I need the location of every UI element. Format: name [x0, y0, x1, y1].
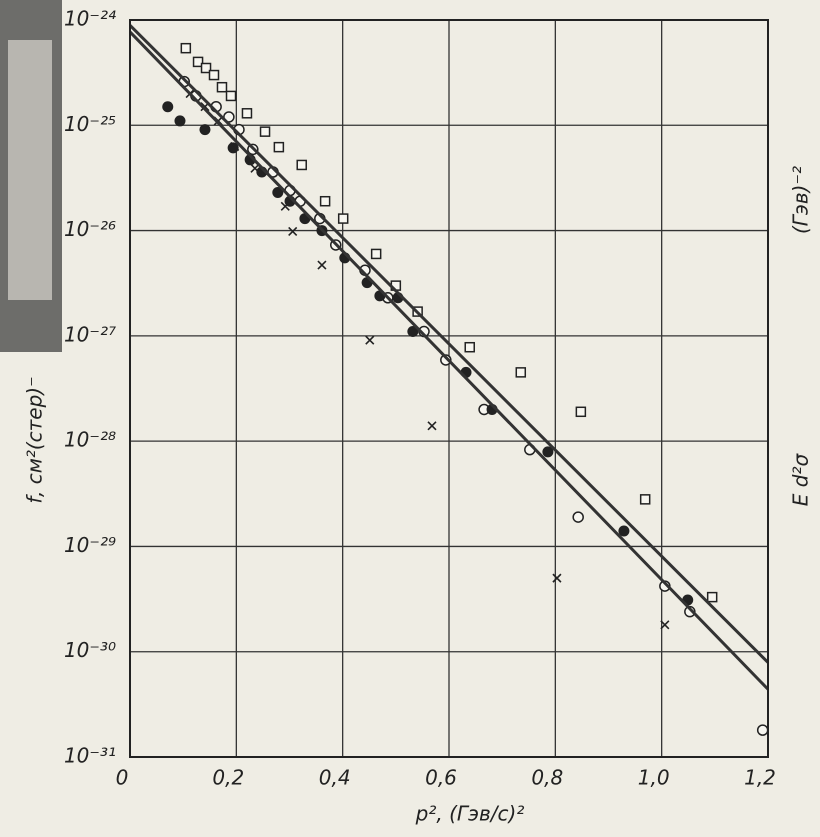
cross-point	[660, 620, 670, 630]
cross-point	[280, 201, 290, 211]
square-point	[464, 341, 475, 353]
open-circle-point	[440, 354, 452, 366]
side-annotation: E d²σ	[789, 452, 813, 506]
filled-circle-point	[272, 186, 284, 198]
filled-circle-point	[407, 325, 419, 337]
square-point	[259, 126, 271, 137]
open-circle-point	[572, 511, 584, 523]
square-point	[370, 248, 382, 260]
y-tick-label: 10⁻²⁶	[64, 217, 116, 241]
y-tick-label: 10⁻³⁰	[64, 638, 116, 662]
cross-point	[250, 163, 260, 173]
square-point	[208, 69, 220, 81]
square-point	[192, 56, 204, 68]
cross-point	[552, 573, 562, 583]
square-point	[515, 367, 527, 378]
square-point	[575, 406, 587, 418]
square-point	[273, 141, 285, 153]
y-tick-label: 10⁻²⁵	[64, 112, 116, 136]
x-axis-label: p², (Гэв/с)²	[415, 802, 525, 826]
square-point	[337, 213, 349, 224]
square-point	[319, 195, 331, 207]
x-tick-label: 1,2	[744, 766, 776, 790]
square-point	[180, 42, 192, 54]
plot-frame	[129, 19, 769, 758]
y-tick-label: 10⁻³¹	[64, 744, 116, 768]
x-tick-label: 0,6	[425, 766, 457, 790]
fit-line	[128, 24, 770, 664]
fit-line	[128, 30, 770, 691]
x-tick-label: 0,4	[319, 766, 351, 790]
filled-circle-point	[174, 115, 186, 127]
open-circle-point	[756, 724, 769, 736]
square-point	[200, 62, 212, 74]
filled-circle-point	[542, 446, 554, 458]
square-point	[241, 108, 253, 119]
y-tick-label: 10⁻²⁹	[64, 533, 116, 557]
cross-point	[427, 421, 437, 431]
side-annotation: (Гэв)⁻²	[789, 166, 813, 234]
y-axis-label: f, см²(стер)⁻	[23, 376, 47, 503]
filled-circle-point	[618, 525, 630, 537]
square-point	[639, 494, 651, 505]
cross-point	[365, 335, 375, 345]
square-point	[216, 81, 228, 93]
x-tick-label: 0,2	[212, 766, 244, 790]
y-tick-label: 10⁻²⁴	[64, 7, 116, 31]
x-tick-label: 0,8	[531, 766, 563, 790]
cross-point	[317, 260, 327, 270]
cross-point	[288, 226, 298, 237]
x-tick-label: 0	[116, 766, 129, 790]
open-circle-point	[223, 111, 235, 123]
y-tick-label: 10⁻²⁷	[64, 322, 116, 346]
filled-circle-point	[199, 124, 211, 136]
filled-circle-point	[162, 101, 174, 113]
y-tick-label: 10⁻²⁸	[64, 428, 116, 452]
photo-highlight	[8, 40, 52, 300]
square-point	[296, 159, 307, 171]
x-tick-label: 1,0	[638, 766, 670, 790]
square-point	[225, 90, 237, 102]
square-point	[706, 591, 718, 603]
